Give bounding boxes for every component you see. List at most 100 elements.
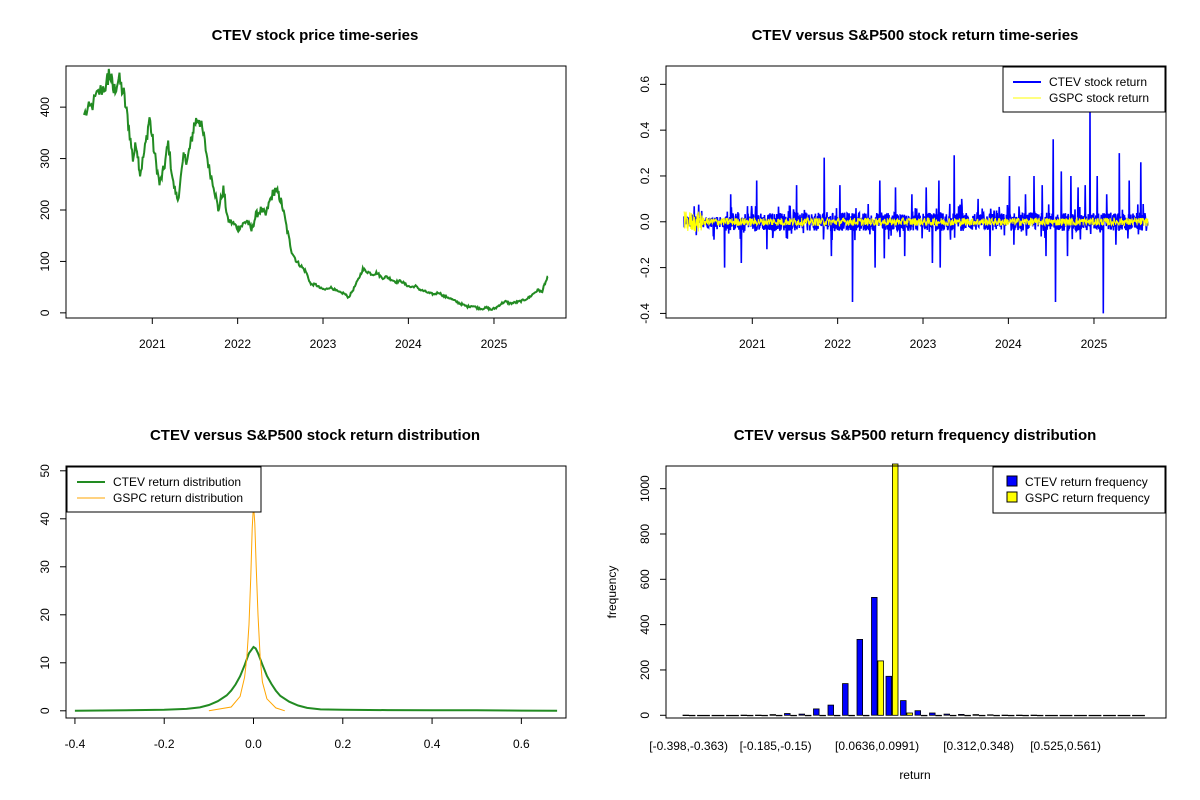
bar-gspc: [877, 660, 884, 716]
legend-label-ctev: CTEV stock return: [1049, 75, 1147, 89]
y-axis-title-return-frequency: frequency: [605, 566, 619, 619]
bar-ctev: [943, 713, 950, 716]
y-tick-label: 100: [38, 251, 52, 271]
bar-gspc: [732, 714, 739, 717]
x-tick-label: [-0.185,-0.15): [740, 739, 812, 753]
bar-ctev: [1132, 714, 1139, 717]
bar-gspc: [747, 714, 754, 717]
y-tick-label: 400: [638, 614, 652, 634]
bar-ctev: [784, 713, 791, 716]
bar-gspc: [834, 714, 841, 717]
bar-ctev: [1030, 714, 1037, 716]
bar-ctev: [740, 714, 747, 716]
bar-ctev: [769, 714, 776, 716]
bar-gspc: [1138, 714, 1145, 717]
bar-ctev: [900, 700, 907, 716]
bar-ctev: [1059, 714, 1066, 717]
y-tick-label: 800: [638, 524, 652, 544]
chart-title-return-frequency: CTEV versus S&P500 return frequency dist…: [734, 427, 1097, 444]
bar-gspc: [935, 714, 942, 717]
series-line-gspc-return: [683, 211, 1149, 232]
series-line-price: [83, 68, 549, 312]
bar-ctev: [856, 639, 863, 716]
y-tick-label: -0.2: [638, 257, 652, 278]
bar-gspc: [1008, 714, 1015, 717]
bar-ctev: [1074, 714, 1081, 717]
legend-swatch-ctev: [1006, 475, 1018, 487]
bar-ctev: [798, 713, 805, 716]
bar-ctev: [929, 712, 936, 716]
legend-box: [1002, 66, 1166, 113]
bar-gspc: [950, 714, 957, 717]
bar-ctev: [726, 714, 733, 717]
x-tick-label: 2024: [995, 337, 1022, 351]
bar-ctev: [987, 714, 994, 716]
bar-ctev: [972, 714, 979, 716]
plot-area-return-frequency: [682, 463, 1145, 717]
legend-label-ctev: CTEV return distribution: [113, 475, 241, 489]
bar-gspc: [819, 714, 826, 717]
bar-gspc: [921, 714, 928, 717]
y-tick-label: 400: [38, 97, 52, 117]
bar-ctev: [958, 714, 965, 716]
legend-return-series: CTEV stock return GSPC stock return: [1002, 66, 1166, 113]
bar-ctev: [755, 714, 762, 716]
y-tick-label: -0.4: [638, 303, 652, 324]
legend-label-gspc: GSPC return frequency: [1025, 491, 1150, 505]
x-tick-label: 2023: [910, 337, 937, 351]
x-tick-label: -0.2: [154, 737, 175, 751]
bar-gspc: [979, 714, 986, 717]
bar-ctev: [711, 714, 718, 717]
y-tick-label: 200: [38, 200, 52, 220]
legend-return-distribution: CTEV return distribution GSPC return dis…: [66, 466, 262, 513]
bar-gspc: [703, 714, 710, 717]
bar-gspc: [1066, 714, 1073, 717]
bar-ctev: [914, 710, 921, 716]
y-tick-label: 0: [638, 712, 652, 719]
y-tick-label: 200: [638, 660, 652, 680]
x-tick-label: 2022: [824, 337, 851, 351]
bar-ctev: [1016, 714, 1023, 716]
bar-gspc: [805, 714, 812, 717]
x-tick-label: 2024: [395, 337, 422, 351]
plot-area-price: [83, 68, 549, 312]
bar-ctev: [1001, 714, 1008, 716]
bar-ctev: [1088, 714, 1095, 717]
x-tick-label: 2025: [1081, 337, 1108, 351]
bar-gspc: [1080, 714, 1087, 717]
bar-gspc: [1109, 714, 1116, 717]
y-tick-label: 1000: [638, 475, 652, 502]
axes-return-series: -0.4 -0.2 0.0 0.2 0.4 0.6 2021 2022 2023 2024 2025: [638, 76, 1107, 351]
bar-ctev: [827, 704, 834, 716]
legend-return-frequency: CTEV return frequency GSPC return freque…: [992, 466, 1166, 514]
x-tick-label: 2021: [739, 337, 766, 351]
bar-gspc: [689, 714, 696, 717]
bar-gspc: [892, 463, 899, 716]
legend-label-ctev: CTEV return frequency: [1025, 475, 1148, 489]
legend-label-gspc: GSPC stock return: [1049, 91, 1149, 105]
legend-label-gspc: GSPC return distribution: [113, 491, 243, 505]
y-tick-label: 20: [38, 608, 52, 622]
y-tick-label: 0.4: [638, 121, 652, 138]
bar-ctev: [1117, 714, 1124, 717]
axes-price: 0 100 200 300 400 2021 2022 2023 2024 2025: [38, 97, 507, 351]
legend-swatch-gspc: [1006, 491, 1018, 503]
y-tick-label: 0.2: [638, 167, 652, 184]
legend-box: [66, 466, 262, 513]
bar-gspc: [964, 714, 971, 717]
bar-gspc: [1037, 714, 1044, 717]
x-tick-label: [-0.398,-0.363): [649, 739, 728, 753]
x-tick-label: [0.0636,0.0991): [835, 739, 919, 753]
panel-return-distribution: CTEV versus S&P500 stock return distribu…: [38, 427, 567, 751]
y-tick-label: 50: [38, 464, 52, 478]
bar-ctev: [885, 675, 892, 716]
bar-gspc: [761, 714, 768, 717]
y-tick-label: 30: [38, 560, 52, 574]
bar-ctev: [842, 683, 849, 716]
plot-frame-price: [65, 65, 567, 319]
bar-ctev: [813, 708, 820, 716]
bar-gspc: [993, 714, 1000, 717]
bar-gspc: [790, 714, 797, 717]
